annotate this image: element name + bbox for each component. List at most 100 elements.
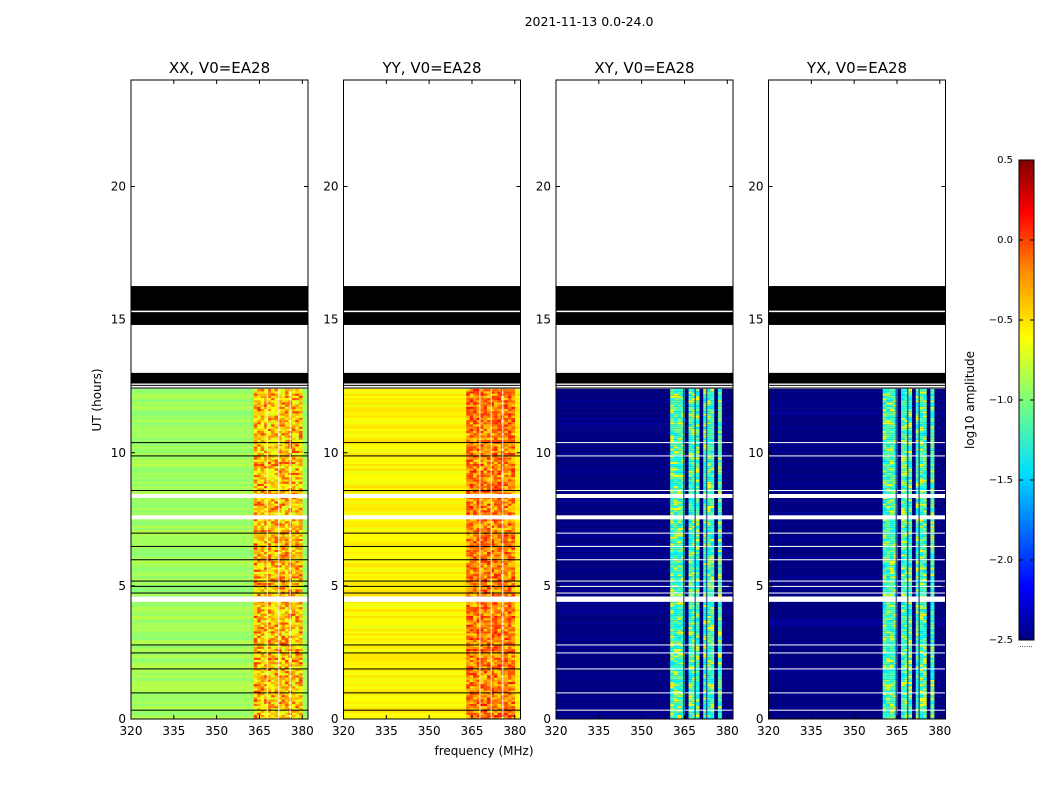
heatmap-cell bbox=[466, 655, 471, 658]
heatmap-cell bbox=[504, 633, 509, 636]
heatmap-cell bbox=[291, 685, 296, 689]
heatmap-cell bbox=[278, 659, 282, 663]
heatmap-cell bbox=[511, 439, 516, 442]
heatmap-cell bbox=[284, 639, 289, 643]
heatmap-cell bbox=[284, 529, 289, 533]
channel-line bbox=[289, 388, 291, 719]
heatmap-cell bbox=[284, 641, 289, 645]
heatmap-cell bbox=[271, 613, 275, 616]
heatmap-cell bbox=[473, 560, 477, 564]
heatmap-cell bbox=[490, 432, 495, 436]
heatmap-cell bbox=[264, 578, 268, 581]
heatmap-cell bbox=[466, 562, 471, 566]
heatmap-cell bbox=[298, 630, 303, 634]
heatmap-cell bbox=[717, 670, 722, 674]
heatmap-cell bbox=[271, 421, 275, 425]
heatmap-cell bbox=[267, 470, 272, 473]
heatmap-cell bbox=[688, 703, 693, 707]
heatmap-cell bbox=[260, 388, 265, 392]
heatmap-row bbox=[556, 701, 733, 704]
heatmap-cell bbox=[483, 681, 488, 685]
heatmap-cell bbox=[267, 479, 272, 482]
heatmap-cell bbox=[699, 699, 704, 702]
heatmap-cell bbox=[267, 549, 272, 553]
heatmap-cell bbox=[267, 575, 272, 579]
heatmap-cell bbox=[483, 569, 488, 572]
heatmap-cell bbox=[257, 461, 261, 464]
heatmap-cell bbox=[473, 542, 477, 546]
heatmap-cell bbox=[490, 562, 495, 566]
heatmap-row bbox=[343, 630, 521, 634]
heatmap-cell bbox=[507, 525, 512, 528]
heatmap-cell bbox=[278, 520, 282, 524]
heatmap-cell bbox=[267, 659, 272, 663]
heatmap-cell bbox=[504, 657, 509, 660]
heatmap-cell bbox=[264, 573, 268, 577]
heatmap-cell bbox=[298, 536, 303, 539]
x-tick-label: 335 bbox=[375, 724, 398, 738]
heatmap-cell bbox=[267, 490, 272, 493]
heatmap-cell bbox=[480, 606, 484, 610]
heatmap-cell bbox=[267, 417, 272, 420]
heatmap-row bbox=[343, 683, 521, 687]
heatmap-cell bbox=[281, 560, 286, 564]
heatmap-cell bbox=[469, 677, 474, 680]
heatmap-cell bbox=[684, 716, 689, 719]
heatmap-cell bbox=[264, 562, 268, 566]
heatmap-cell bbox=[507, 575, 512, 579]
heatmap-row bbox=[131, 602, 308, 605]
heatmap-row bbox=[131, 560, 308, 564]
heatmap-cell bbox=[504, 679, 509, 682]
heatmap-cell bbox=[291, 646, 296, 649]
heatmap-cell bbox=[710, 679, 715, 682]
heatmap-cell bbox=[257, 432, 261, 436]
heatmap-cell bbox=[274, 518, 279, 522]
heatmap-cell bbox=[476, 707, 481, 711]
heatmap-cell bbox=[298, 498, 303, 502]
heatmap-cell bbox=[295, 426, 300, 429]
heatmap-cell bbox=[504, 668, 509, 671]
heatmap-cell bbox=[281, 703, 286, 707]
heatmap-cell bbox=[260, 470, 265, 473]
heatmap-cell bbox=[490, 690, 495, 693]
heatmap-cell bbox=[267, 617, 272, 621]
heatmap-cell bbox=[466, 580, 471, 583]
heatmap-cell bbox=[284, 685, 289, 689]
heatmap-cell bbox=[257, 692, 261, 696]
heatmap-cell bbox=[504, 580, 509, 583]
heatmap-cell bbox=[281, 655, 286, 658]
heatmap-row bbox=[343, 617, 521, 621]
heatmap-cell bbox=[253, 575, 258, 579]
heatmap-cell bbox=[497, 542, 502, 546]
heatmap-cell bbox=[504, 452, 509, 456]
heatmap-cell bbox=[274, 443, 279, 447]
heatmap-cell bbox=[473, 450, 477, 453]
heatmap-cell bbox=[483, 716, 488, 719]
heatmap-cell bbox=[497, 611, 502, 614]
row-flag-line bbox=[343, 532, 521, 534]
heatmap-cell bbox=[507, 463, 512, 467]
heatmap-cell bbox=[497, 505, 502, 509]
heatmap-cell bbox=[670, 670, 675, 674]
heatmap-cell bbox=[298, 710, 303, 713]
heatmap-row bbox=[131, 578, 308, 581]
heatmap-cell bbox=[271, 661, 275, 665]
heatmap-cell bbox=[267, 512, 272, 515]
heatmap-cell bbox=[684, 679, 689, 682]
heatmap-cell bbox=[298, 540, 303, 544]
heatmap-cell bbox=[504, 437, 509, 440]
heatmap-cell bbox=[473, 589, 477, 592]
heatmap-cell bbox=[264, 622, 268, 625]
heatmap-cell bbox=[469, 391, 474, 394]
heatmap-cell bbox=[695, 688, 700, 691]
heatmap-cell bbox=[511, 586, 516, 590]
heatmap-cell bbox=[504, 406, 509, 409]
heatmap-cell bbox=[295, 490, 300, 493]
heatmap-cell bbox=[497, 463, 502, 467]
heatmap-cell bbox=[291, 393, 296, 396]
heatmap-cell bbox=[487, 560, 491, 564]
heatmap-cell bbox=[257, 615, 261, 619]
heatmap-cell bbox=[480, 421, 484, 425]
heatmap-cell bbox=[274, 410, 279, 414]
heatmap-cell bbox=[291, 567, 296, 570]
